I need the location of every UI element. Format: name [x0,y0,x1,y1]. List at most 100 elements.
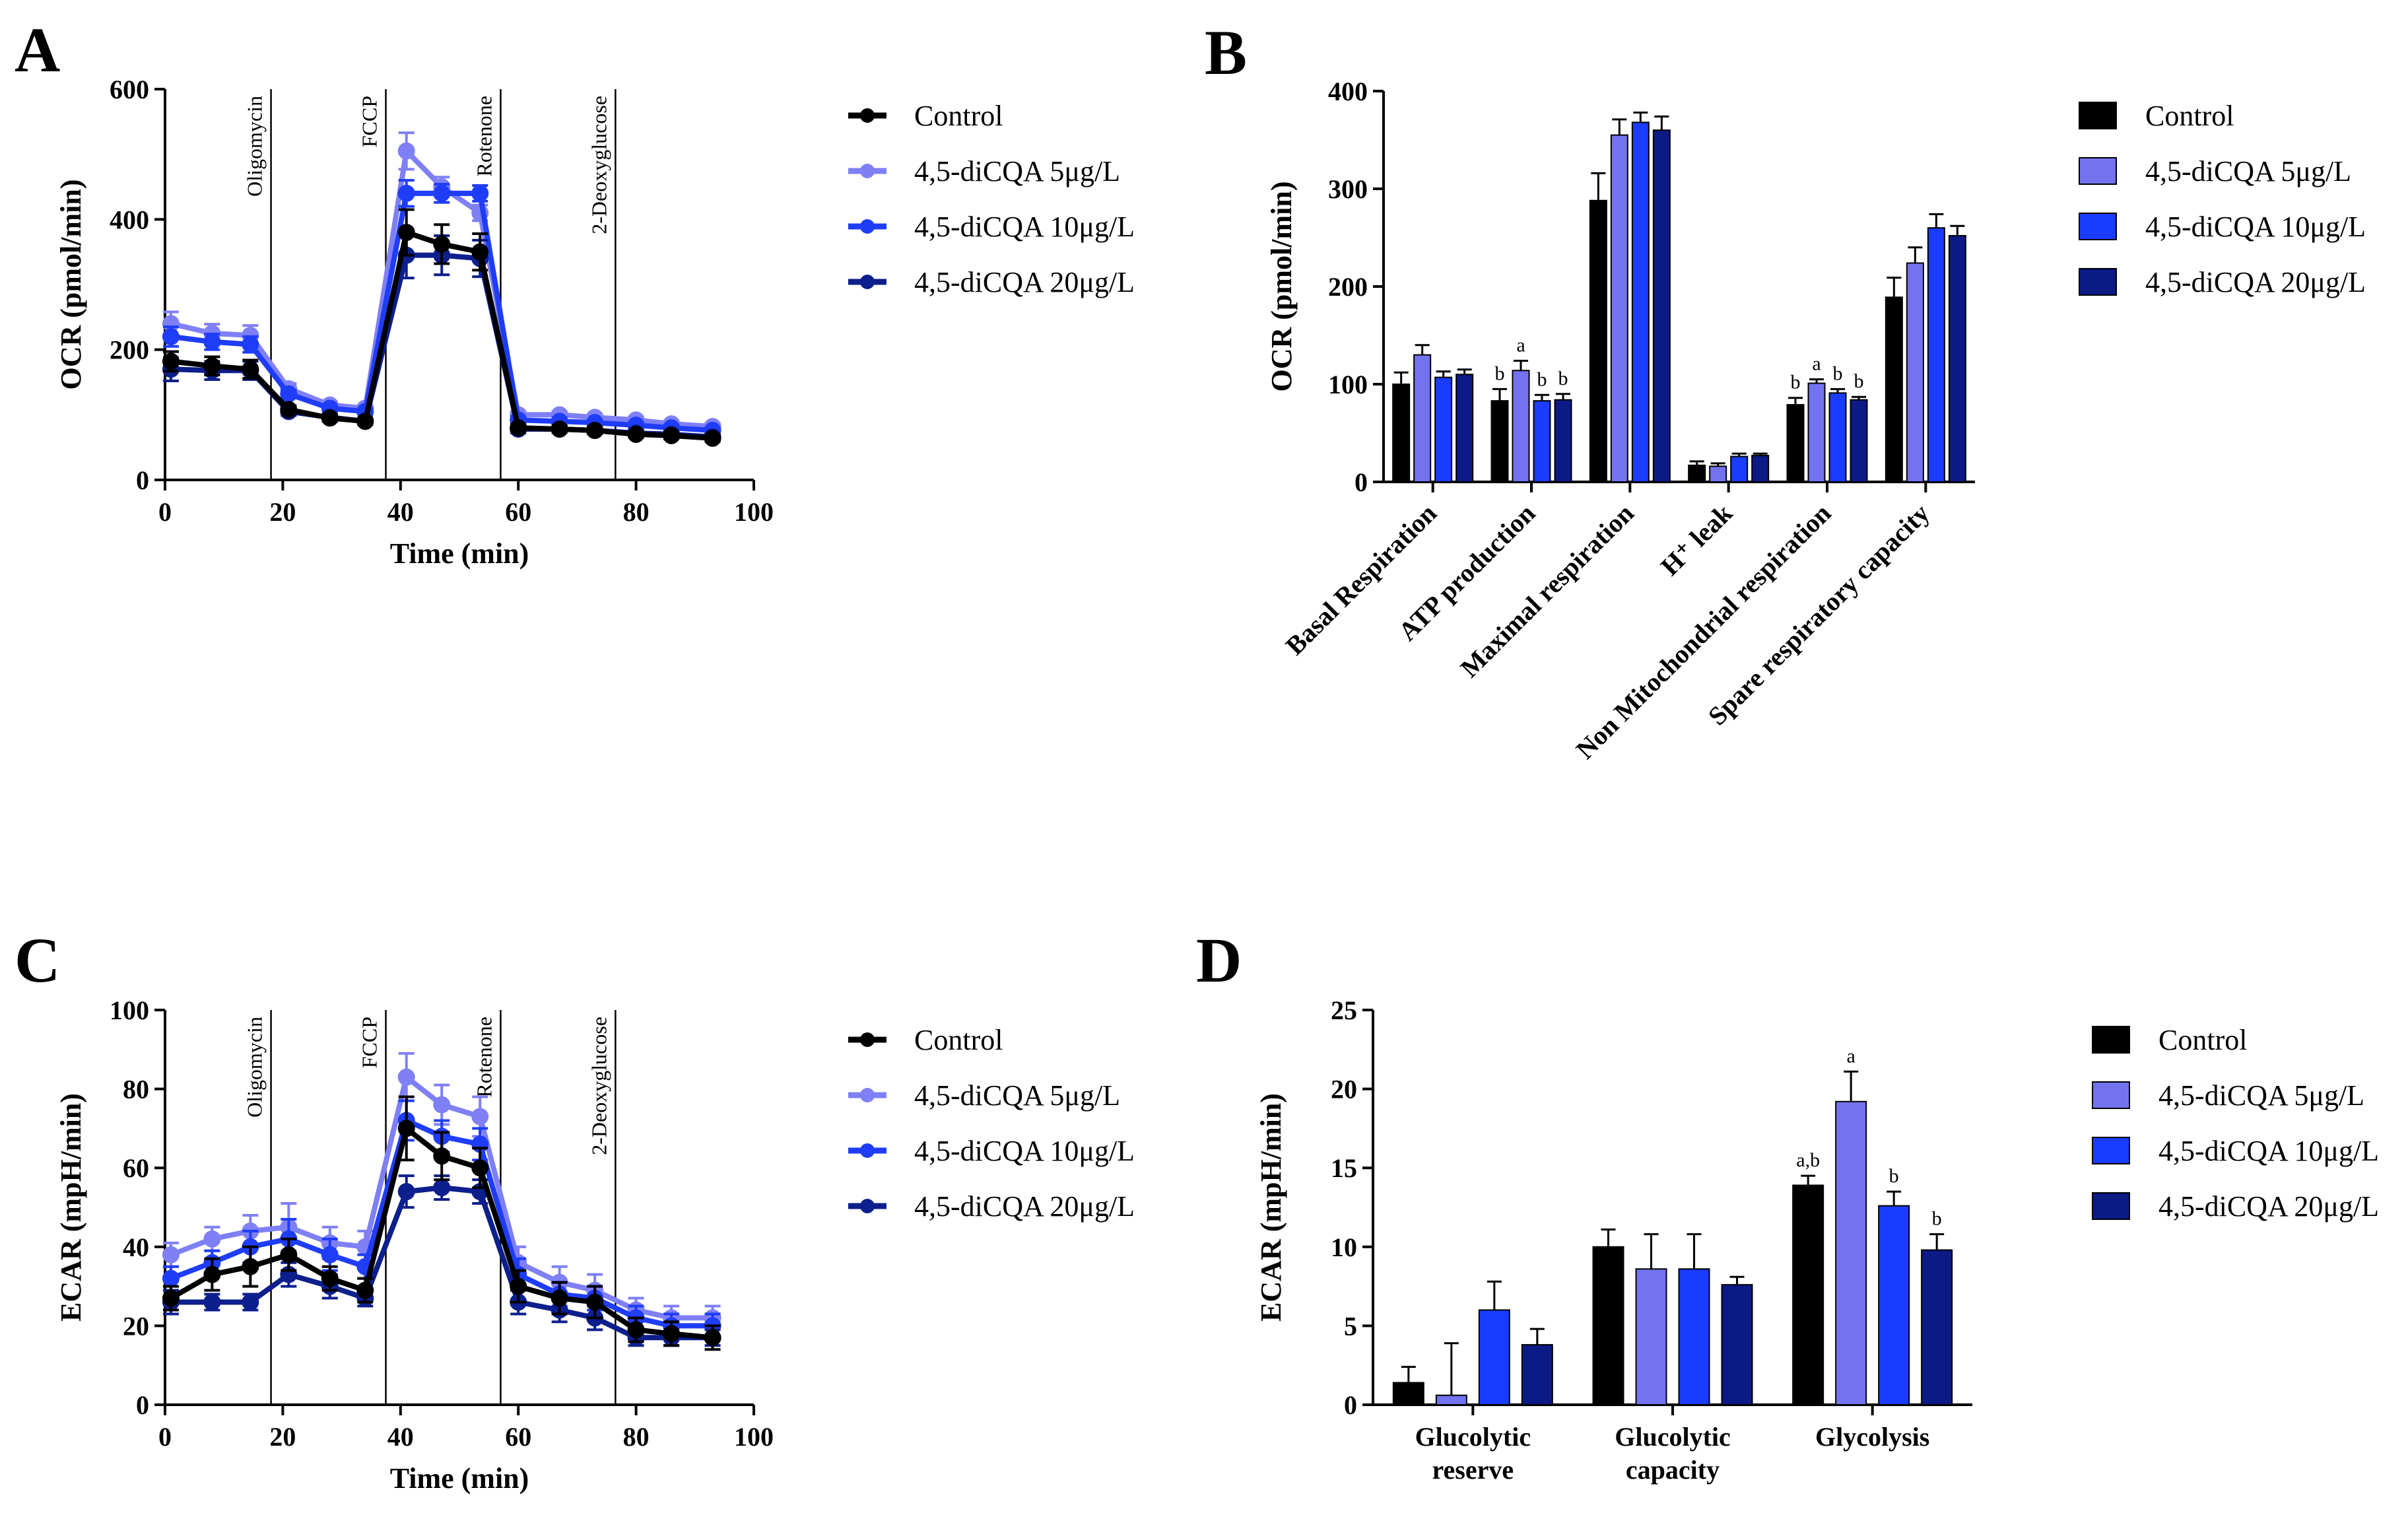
x-tick-label: 40 [387,1422,414,1452]
bar-control [1792,1184,1824,1405]
category-label-h-leak: H⁺ leak [1655,498,1739,582]
category-label-maximal-respiration: Maximal respiration [1454,498,1639,683]
y-tick-label: 300 [1328,174,1368,204]
x-tick-label: 0 [158,1422,172,1452]
bar-4-5-dicqa-5-g-l [1435,1394,1467,1405]
data-point [397,1183,415,1201]
bar-4-5-dicqa-10-g-l [1828,392,1847,483]
injection-label-oligomycin: Oligomycin [243,1017,267,1118]
legend-label-4-5-dicqa-20-g-l: 4,5-diCQA 20μg/L [914,1190,1135,1223]
data-point [397,224,415,242]
series-control [162,1095,721,1351]
y-tick-label: 0 [136,1390,149,1420]
x-tick-label: 40 [387,497,414,527]
chart-panel-c: 0 20 40 60 80 100 ECAR (mpH/min) 0 20 40 60 80 100 Ti… [55,995,1135,1495]
y-tick-label: 200 [1328,272,1368,302]
category-label-glucolytic-reserve: reserve [1432,1455,1514,1485]
x-tick-label: 100 [734,1422,774,1452]
bar-4-5-dicqa-10-g-l [1678,1268,1710,1405]
injection-label-fccp: FCCP [358,1017,382,1068]
x-axis-title: Time (min) [390,537,529,570]
data-point [280,385,298,403]
y-tick-label: 0 [136,465,149,495]
legend-label-4-5-dicqa-5-g-l: 4,5-diCQA 5μg/L [914,1079,1120,1112]
data-point [433,184,451,202]
significance-label: b [1495,362,1505,384]
y-tick-label: 15 [1331,1153,1357,1183]
x-tick-label: 60 [505,1422,531,1452]
y-tick-label: 200 [110,335,149,365]
data-point [471,184,489,202]
y-tick-label: 100 [110,995,149,1025]
significance-label: a [1516,334,1525,356]
data-point [203,1230,221,1248]
legend-label-4-5-dicqa-5-g-l: 4,5-diCQA 5μg/L [2158,1079,2364,1112]
y-axis-title: OCR (pmol/min) [55,180,87,390]
category-label-glycolysis: Glycolysis [1815,1422,1929,1452]
data-point [203,357,221,375]
data-point [280,1246,298,1263]
data-point [162,1289,180,1307]
y-tick-label: 40 [123,1232,149,1262]
legend-label-4-5-dicqa-10-g-l: 4,5-diCQA 10μg/L [2158,1135,2379,1167]
injection-label-rotenone: Rotenone [472,96,496,177]
data-point [433,1096,451,1114]
data-point [663,426,681,444]
bar-control [1589,199,1607,483]
data-point [704,429,721,447]
data-point [242,360,259,378]
x-tick-label: 60 [505,497,531,527]
y-tick-label: 400 [110,205,149,234]
legend-label-4-5-dicqa-10-g-l: 4,5-diCQA 10μg/L [914,211,1135,243]
significance-label: b [1558,368,1568,389]
significance-label: a [1812,353,1821,375]
bar-4-5-dicqa-20-g-l [1751,455,1770,483]
bar-4-5-dicqa-10-g-l [1478,1309,1510,1405]
legend-label-4-5-dicqa-5-g-l: 4,5-diCQA 5μg/L [2145,155,2351,187]
data-point [321,1246,339,1263]
legend-swatch-4-5-dicqa-10-g-l [2092,1137,2130,1164]
legend-swatch-4-5-dicqa-5-g-l [2079,157,2117,185]
data-point [162,1246,180,1263]
category-label-glucolytic-reserve: Glucolytic [1415,1422,1531,1452]
x-tick-label: 100 [734,497,774,527]
data-point [433,235,451,253]
y-axis-title: ECAR (mpH/min) [1255,1093,1287,1322]
data-point [551,421,568,438]
significance-label: b [1889,1165,1899,1187]
bar-4-5-dicqa-20-g-l [1921,1249,1953,1405]
y-tick-label: 60 [123,1153,149,1183]
bar-4-5-dicqa-10-g-l [1878,1205,1910,1406]
legend-label-4-5-dicqa-10-g-l: 4,5-diCQA 10μg/L [2145,211,2366,243]
panel-letter-a: A [15,15,60,85]
legend-swatch-4-5-dicqa-10-g-l [2079,213,2117,240]
legend-label-4-5-dicqa-20-g-l: 4,5-diCQA 20μg/L [2158,1190,2379,1223]
legend-label-control: Control [2158,1024,2247,1056]
bar-4-5-dicqa-10-g-l [1533,400,1551,483]
injection-label-2-deoxyglucose: 2-Deoxyglucose [587,96,611,234]
bar-4-5-dicqa-10-g-l [1730,455,1749,483]
bar-4-5-dicqa-20-g-l [1455,374,1474,483]
data-point [203,1265,221,1283]
data-point [586,1293,604,1311]
legend-swatch-4-5-dicqa-20-g-l [2092,1192,2130,1220]
bar-control [1490,400,1509,483]
data-point [356,413,374,430]
y-tick-label: 0 [1354,467,1368,497]
y-tick-label: 10 [1331,1232,1357,1262]
bar-4-5-dicqa-5-g-l [1835,1100,1867,1405]
y-axis-title: OCR (pmol/min) [1265,182,1298,392]
y-tick-label: 80 [123,1075,149,1104]
y-tick-label: 20 [123,1311,149,1341]
data-point [397,142,415,160]
y-tick-label: 400 [1328,77,1368,106]
bar-control [1688,464,1706,483]
legend-marker-4-5-dicqa-10-g-l [860,1143,875,1158]
bar-4-5-dicqa-20-g-l [1948,235,1966,483]
x-tick-label: 20 [269,497,296,527]
bar-control [1592,1246,1624,1406]
significance-label: a [1847,1045,1856,1067]
data-point [242,335,259,353]
